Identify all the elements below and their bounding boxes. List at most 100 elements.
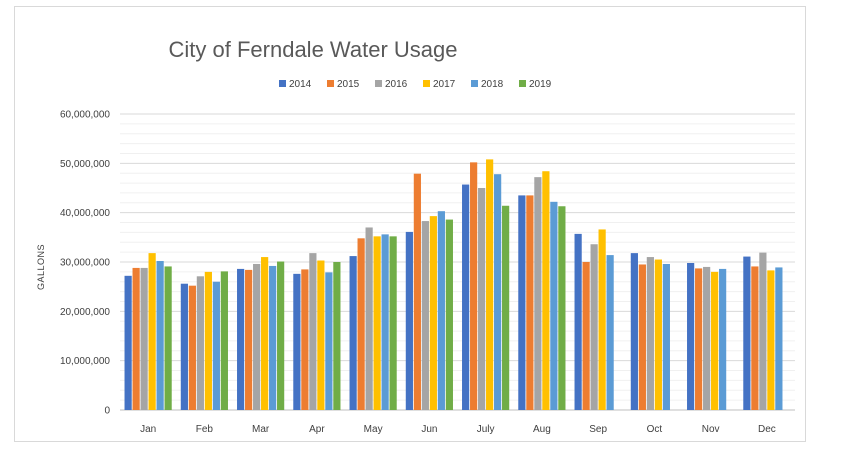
y-tick-label: 20,000,000	[60, 307, 110, 318]
bar-2017-jan	[148, 253, 156, 410]
bars	[124, 159, 783, 410]
x-tick-label: Apr	[309, 424, 325, 435]
legend-label-2015: 2015	[337, 79, 360, 90]
bar-2016-may	[365, 227, 373, 410]
bar-2015-aug	[526, 195, 534, 410]
y-axis-ticks: 0 10,000,000 20,000,000 30,000,000 40,000,00…	[60, 110, 111, 417]
legend-label-2014: 2014	[289, 79, 312, 90]
bar-2015-apr	[301, 269, 309, 410]
bar-2017-nov	[711, 271, 719, 410]
x-tick-label: Mar	[252, 424, 270, 435]
bar-2019-jan	[164, 266, 172, 410]
x-tick-label: Oct	[647, 424, 663, 435]
x-tick-label: Sep	[589, 424, 607, 435]
bar-2015-sep	[582, 262, 590, 410]
bar-2017-aug	[542, 171, 550, 410]
x-tick-label: Nov	[702, 424, 720, 435]
bar-2016-july	[478, 188, 486, 410]
bar-2018-may	[381, 234, 389, 410]
bar-2018-aug	[550, 201, 558, 410]
water-usage-chart: City of Ferndale Water Usage GALLONS 201…	[36, 37, 795, 435]
legend-label-2016: 2016	[385, 79, 408, 90]
y-tick-label: 60,000,000	[60, 110, 110, 121]
bar-2017-mar	[261, 257, 269, 410]
bar-2019-jun	[445, 219, 453, 410]
y-axis-title: GALLONS	[36, 244, 46, 290]
bar-2018-jun	[437, 211, 445, 410]
bar-2017-dec	[767, 270, 775, 410]
bar-2019-mar	[277, 261, 285, 410]
bar-2018-mar	[269, 265, 277, 410]
bar-2017-july	[486, 159, 494, 410]
legend-swatch-2015	[327, 80, 334, 87]
bar-2018-july	[494, 174, 502, 410]
chart-frame: City of Ferndale Water Usage GALLONS 201…	[14, 6, 806, 442]
bar-2014-dec	[743, 256, 751, 410]
bar-2017-jun	[429, 216, 437, 410]
legend-swatch-2016	[375, 80, 382, 87]
y-tick-label: 0	[104, 406, 110, 417]
bar-2019-may	[389, 236, 397, 410]
bar-2017-oct	[654, 259, 662, 410]
bar-2016-dec	[759, 252, 767, 410]
gridlines	[120, 113, 795, 411]
legend-label-2017: 2017	[433, 79, 456, 90]
bar-2014-may	[349, 256, 357, 410]
x-tick-label: July	[477, 424, 495, 435]
bar-2015-july	[470, 162, 478, 410]
bar-2016-jun	[421, 221, 429, 410]
bar-2018-dec	[775, 267, 783, 410]
bar-2019-aug	[558, 206, 566, 410]
bar-2015-nov	[695, 268, 703, 410]
chart-title: City of Ferndale Water Usage	[169, 37, 458, 62]
bar-2015-jun	[413, 173, 421, 410]
legend-label-2018: 2018	[481, 79, 504, 90]
x-tick-label: Feb	[196, 424, 214, 435]
bar-2018-feb	[212, 281, 220, 410]
bar-2014-sep	[574, 233, 582, 410]
legend-label-2019: 2019	[529, 79, 552, 90]
bar-2016-nov	[703, 266, 711, 410]
bar-2019-july	[502, 205, 510, 410]
bar-2014-july	[462, 184, 470, 410]
bar-2018-jan	[156, 261, 164, 410]
bar-2014-feb	[180, 283, 188, 410]
bar-2014-jan	[124, 275, 132, 410]
bar-2015-feb	[188, 285, 196, 410]
bar-2016-apr	[309, 253, 317, 410]
x-tick-label: Jun	[421, 424, 437, 435]
bar-2014-mar	[237, 268, 245, 410]
x-tick-label: Aug	[533, 424, 551, 435]
bar-2019-feb	[220, 271, 228, 410]
bar-2015-jan	[132, 267, 140, 410]
y-tick-label: 30,000,000	[60, 258, 110, 269]
x-axis-ticks: Jan Feb Mar Apr May Jun July Aug Sep Oct Nov Dec	[140, 424, 776, 435]
legend-swatch-2019	[519, 80, 526, 87]
bar-2016-mar	[253, 263, 261, 410]
bar-2017-may	[373, 236, 381, 410]
bar-2014-jun	[405, 231, 413, 410]
x-tick-label: Jan	[140, 424, 156, 435]
bar-2017-sep	[598, 229, 606, 410]
bar-2016-aug	[534, 177, 542, 410]
bar-2015-oct	[638, 264, 646, 410]
bar-2018-oct	[662, 263, 670, 410]
y-tick-label: 10,000,000	[60, 356, 110, 367]
bar-2014-oct	[630, 253, 638, 410]
bar-2015-may	[357, 238, 365, 410]
x-tick-label: Dec	[758, 424, 776, 435]
bar-2016-sep	[590, 244, 598, 410]
legend-swatch-2018	[471, 80, 478, 87]
bar-2016-jan	[140, 267, 148, 410]
bar-2015-mar	[245, 269, 253, 410]
bar-2014-apr	[293, 273, 301, 410]
y-tick-label: 40,000,000	[60, 208, 110, 219]
bar-2016-oct	[646, 257, 654, 410]
legend-swatch-2017	[423, 80, 430, 87]
bar-2014-aug	[518, 195, 526, 410]
bar-2017-apr	[317, 260, 325, 410]
bar-2017-feb	[204, 271, 212, 410]
x-tick-label: May	[364, 424, 383, 435]
legend-swatch-2014	[279, 80, 286, 87]
y-tick-label: 50,000,000	[60, 159, 110, 170]
